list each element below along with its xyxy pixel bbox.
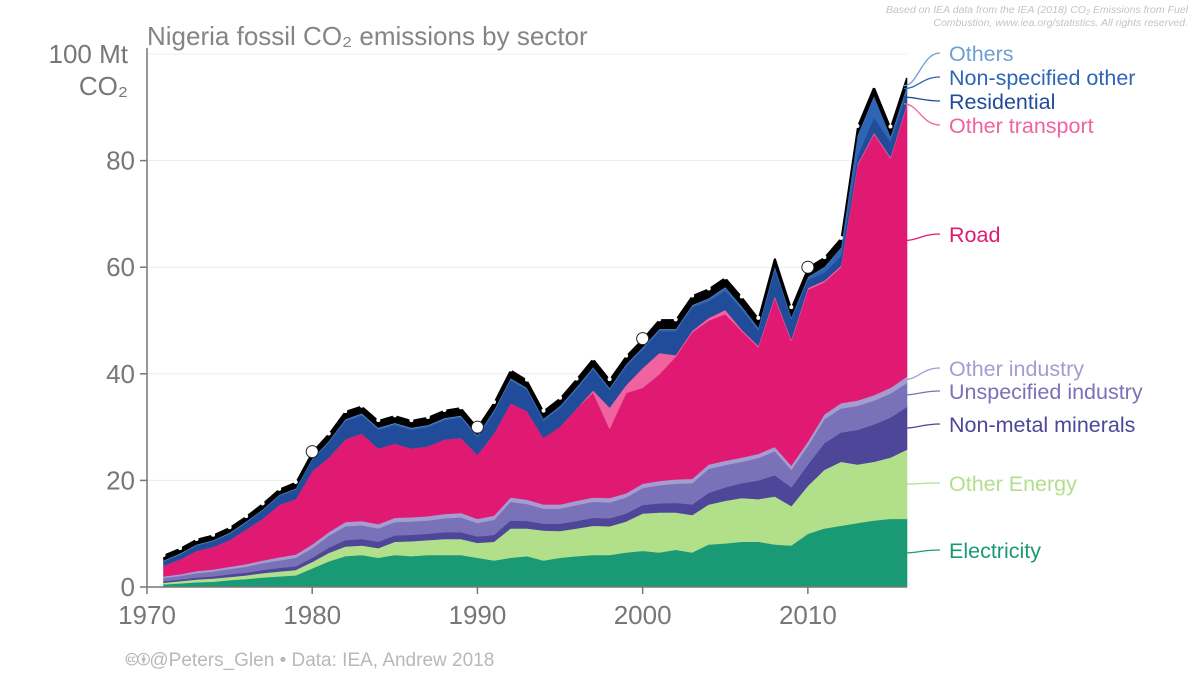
y-axis-label-line1: 100 Mt bbox=[49, 39, 129, 69]
total-marker-1987 bbox=[425, 414, 430, 419]
label-non-specified-other: Non-specified other bbox=[949, 66, 1135, 90]
total-marker-2013 bbox=[855, 123, 860, 128]
total-marker-2015 bbox=[888, 124, 893, 129]
x-tick-label-1980: 1980 bbox=[283, 600, 341, 630]
total-marker-2008 bbox=[772, 254, 777, 259]
total-marker-1993 bbox=[525, 377, 529, 382]
y-tick-label-60: 60 bbox=[106, 252, 135, 282]
total-marker-1977 bbox=[260, 501, 265, 506]
total-marker-1997 bbox=[591, 356, 596, 361]
total-marker-2012 bbox=[838, 235, 843, 240]
total-marker-1986 bbox=[409, 418, 414, 423]
total-marker-2016 bbox=[905, 73, 909, 78]
total-marker-1976 bbox=[244, 514, 249, 519]
label-residential: Residential bbox=[949, 90, 1055, 114]
total-marker-2010 bbox=[801, 260, 815, 274]
total-marker-2003 bbox=[690, 293, 695, 298]
total-marker-1994 bbox=[541, 408, 546, 413]
total-marker-1979 bbox=[293, 479, 298, 484]
total-marker-1981 bbox=[326, 431, 331, 436]
total-marker-1973 bbox=[194, 537, 199, 542]
total-marker-1982 bbox=[343, 409, 348, 414]
total-marker-1985 bbox=[392, 413, 397, 418]
total-marker-2014 bbox=[871, 83, 876, 88]
label-other-industry: Other industry bbox=[949, 357, 1084, 381]
total-marker-1996 bbox=[574, 376, 579, 381]
total-marker-2004 bbox=[706, 286, 711, 291]
total-marker-2011 bbox=[822, 255, 827, 260]
x-tick-label-1970: 1970 bbox=[118, 600, 176, 630]
connector-other-energy bbox=[903, 482, 941, 485]
total-marker-2001 bbox=[657, 317, 662, 322]
x-tick-label-2010: 2010 bbox=[779, 600, 837, 630]
total-marker-1974 bbox=[211, 532, 216, 537]
connector-unspecified-industry bbox=[903, 390, 941, 396]
x-tick-label-2000: 2000 bbox=[614, 600, 672, 630]
total-marker-1984 bbox=[376, 418, 381, 423]
total-marker-1978 bbox=[277, 486, 282, 491]
label-electricity: Electricity bbox=[949, 539, 1041, 563]
source-credit: Based on IEA data from the IEA (2018) CO… bbox=[885, 4, 1188, 29]
label-non-metal-minerals: Non-metal minerals bbox=[949, 413, 1135, 437]
total-marker-2009 bbox=[789, 305, 794, 310]
y-tick-label-0: 0 bbox=[121, 572, 135, 602]
total-marker-1990 bbox=[470, 420, 484, 434]
total-marker-1992 bbox=[508, 367, 513, 372]
total-marker-1991 bbox=[491, 400, 496, 405]
total-marker-1998 bbox=[607, 377, 612, 382]
chart-title: Nigeria fossil CO₂ emissions by sector bbox=[147, 21, 588, 51]
total-marker-1975 bbox=[227, 525, 232, 530]
connector-non-specified-other bbox=[903, 76, 941, 90]
total-marker-1989 bbox=[458, 405, 463, 410]
label-other-energy: Other Energy bbox=[949, 472, 1077, 496]
total-marker-1980 bbox=[305, 445, 319, 459]
total-marker-1972 bbox=[178, 546, 183, 551]
total-marker-1988 bbox=[442, 408, 447, 413]
total-marker-1999 bbox=[624, 353, 629, 358]
y-tick-label-80: 80 bbox=[106, 146, 135, 176]
y-tick-label-20: 20 bbox=[106, 465, 135, 495]
x-tick-label-1990: 1990 bbox=[449, 600, 507, 630]
label-unspecified-industry: Unspecified industry bbox=[949, 380, 1143, 404]
connector-non-metal-minerals bbox=[903, 423, 941, 429]
total-marker-1995 bbox=[558, 395, 563, 400]
connector-electricity bbox=[903, 549, 941, 554]
connector-other-transport bbox=[903, 103, 941, 126]
footer-attribution: 🅭🅯@Peters_Glen • Data: IEA, Andrew 2018 bbox=[126, 650, 495, 671]
total-marker-2005 bbox=[723, 275, 728, 280]
y-tick-label-40: 40 bbox=[106, 359, 135, 389]
connector-others bbox=[903, 52, 941, 87]
total-marker-2000 bbox=[636, 332, 650, 346]
connector-residential bbox=[903, 96, 941, 102]
total-marker-1983 bbox=[359, 403, 364, 408]
label-other-transport: Other transport bbox=[949, 114, 1094, 138]
connector-road bbox=[903, 233, 941, 242]
series-labels: Electricity Other Energy Non-metal mineral… bbox=[903, 42, 1143, 563]
total-marker-2006 bbox=[739, 294, 744, 299]
label-others: Others bbox=[949, 42, 1014, 66]
y-axis-label-line2: CO₂ bbox=[79, 71, 128, 101]
label-road: Road bbox=[949, 223, 1000, 247]
axes: 0 20 40 60 80 1970 1980 1990 2000 2010 bbox=[106, 48, 907, 630]
stacked-areas bbox=[163, 75, 908, 588]
total-marker-2007 bbox=[756, 315, 761, 320]
connector-other-industry bbox=[903, 367, 941, 381]
total-markers bbox=[161, 73, 909, 558]
total-marker-1971 bbox=[161, 553, 166, 558]
total-marker-2002 bbox=[673, 317, 678, 322]
